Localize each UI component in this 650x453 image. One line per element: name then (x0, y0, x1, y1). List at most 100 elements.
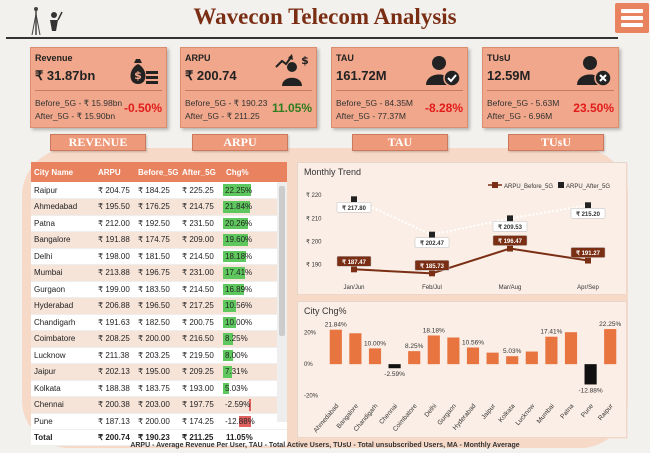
table-row[interactable]: Bangalore ₹ 191.88 ₹ 174.75 ₹ 209.00 19.60% (31, 231, 287, 249)
data-label-box (570, 247, 606, 258)
city-chg-chart: City Chg% 20% 0% -20% 21.84% Ahmedabad Bangal… (297, 301, 628, 439)
legend-marker-before (492, 182, 498, 188)
bar (525, 351, 538, 365)
column-header-before[interactable]: Before_5G (135, 162, 179, 182)
data-label-box (414, 260, 450, 271)
city-table: City Name ARPU Before_5G After_5G Chg% R… (31, 162, 287, 446)
bar (466, 347, 480, 365)
arpu-button[interactable]: ARPU (192, 134, 288, 151)
data-label: 5.03% (503, 348, 522, 355)
kpi-card-revenue: Revenue ₹ 31.87bn $ Before_5G - ₹ 15.98b… (30, 47, 167, 128)
bar (427, 335, 440, 365)
chg-value: 19.60% (225, 235, 253, 245)
chg-data-bar (223, 267, 245, 279)
tusu-button[interactable]: TUsU (508, 134, 604, 151)
table-scrollbar[interactable] (277, 182, 287, 422)
data-label-box (336, 202, 372, 213)
chg-data-bar (223, 349, 234, 361)
after-cell: ₹ 209.25 (179, 363, 223, 381)
data-label: 22.25% (599, 321, 621, 328)
table-row[interactable]: Delhi ₹ 198.00 ₹ 181.50 ₹ 214.50 18.18% (31, 248, 287, 265)
chg-data-bar (223, 316, 236, 328)
table-row[interactable]: Chennai ₹ 200.38 ₹ 203.00 ₹ 197.75 -2.59% (31, 396, 287, 414)
kpi-card-arpu: ARPU ₹ 200.74 $ Before_5G - ₹ 190.23 Aft… (180, 47, 317, 128)
arpu-cell: ₹ 212.00 (95, 215, 135, 232)
city-cell: Chennai (31, 396, 95, 414)
chg-value: 21.84% (225, 202, 253, 212)
table-row[interactable]: Hyderabad ₹ 206.88 ₹ 196.50 ₹ 217.25 10.56% (31, 297, 287, 315)
menu-icon[interactable] (615, 3, 649, 33)
chg-value: 16.89% (225, 284, 253, 294)
city-cell: Jaipur (31, 363, 95, 381)
city-cell: Gurgaon (31, 281, 95, 298)
before-cell: ₹ 174.75 (135, 231, 179, 249)
total-chg: 11.05% (223, 429, 287, 446)
before-cell: ₹ 184.25 (135, 182, 179, 199)
table-row[interactable]: Raipur ₹ 204.75 ₹ 184.25 ₹ 225.25 22.25% (31, 182, 287, 199)
chg-cell: 7.31% (223, 363, 287, 381)
kpi-after: After_5G - ₹ 15.90bn (35, 111, 116, 121)
table-row[interactable]: Lucknow ₹ 211.38 ₹ 203.25 ₹ 219.50 8.00% (31, 347, 287, 364)
data-label: ₹ 187.47 (342, 259, 366, 266)
data-label: 18.18% (423, 327, 445, 334)
user-remove-icon (577, 56, 612, 87)
tau-button[interactable]: TAU (352, 134, 448, 151)
kpi-after: After_5G - ₹ 211.25 (185, 111, 260, 121)
kpi-change: 11.05% (271, 101, 312, 115)
arpu-cell: ₹ 206.88 (95, 297, 135, 315)
data-point (507, 215, 513, 222)
chg-cell: 17.41% (223, 264, 287, 282)
kpi-change: -0.50% (123, 101, 162, 115)
table-row[interactable]: Patna ₹ 212.00 ₹ 192.50 ₹ 231.50 20.26% (31, 215, 287, 232)
column-header-arpu[interactable]: ARPU (95, 162, 135, 182)
legend-label-before: ARPU_Before_5G (504, 184, 553, 190)
table-row[interactable]: Kolkata ₹ 188.38 ₹ 183.75 ₹ 193.00 5.03% (31, 380, 287, 397)
table-row[interactable]: Chandigarh ₹ 191.63 ₹ 182.50 ₹ 200.75 10.00% (31, 314, 287, 331)
chg-value: 22.25% (225, 185, 253, 195)
chg-data-bar (223, 234, 248, 246)
data-label: ₹ 185.73 (420, 263, 444, 270)
data-label: -2.59% (384, 371, 405, 378)
x-tick-label: Apr/Sep (577, 285, 599, 291)
table-row[interactable]: Pune ₹ 187.13 ₹ 200.00 ₹ 174.25 -12.88% (31, 413, 287, 430)
bar (545, 336, 558, 365)
chg-cell: 5.03% (223, 380, 287, 397)
arpu-cell: ₹ 191.63 (95, 314, 135, 331)
table-row[interactable]: Mumbai ₹ 213.88 ₹ 196.75 ₹ 231.00 17.41% (31, 264, 287, 282)
before-cell: ₹ 182.50 (135, 314, 179, 331)
after-cell: ₹ 209.00 (179, 231, 223, 249)
city-cell: Hyderabad (31, 297, 95, 315)
table-total-row: Total ₹ 200.74 ₹ 190.23 ₹ 211.25 11.05% (31, 429, 287, 446)
kpi-change: 23.50% (573, 101, 614, 115)
table-row[interactable]: Jaipur ₹ 202.13 ₹ 195.00 ₹ 209.25 7.31% (31, 363, 287, 381)
kpi-value: ₹ 31.87bn (35, 68, 96, 83)
table-row[interactable]: Ahmedabad ₹ 195.50 ₹ 176.25 ₹ 214.75 21.84% (31, 198, 287, 216)
arpu-cell: ₹ 195.50 (95, 198, 135, 216)
data-point (585, 202, 591, 209)
data-label: 8.25% (405, 343, 424, 350)
before-cell: ₹ 195.00 (135, 363, 179, 381)
chg-value: -2.59% (225, 400, 251, 410)
revenue-button[interactable]: REVENUE (50, 134, 146, 151)
line-chart-svg: ₹ 220 ₹ 210 ₹ 200 ₹ 190 Jan/Jun Feb/Jul Mar/Au… (298, 163, 628, 296)
arpu-cell: ₹ 200.38 (95, 396, 135, 414)
data-point (351, 266, 357, 273)
column-header-after[interactable]: After_5G (179, 162, 223, 182)
bar (584, 364, 597, 385)
y-tick-label: ₹ 220 (306, 192, 322, 199)
svg-text:$: $ (301, 54, 309, 67)
table-row[interactable]: Coimbatore ₹ 208.25 ₹ 200.00 ₹ 216.50 8.25% (31, 330, 287, 348)
header-divider (6, 37, 618, 39)
data-label-box (414, 237, 450, 248)
series-line-after (353, 198, 589, 236)
table-row[interactable]: Gurgaon ₹ 199.00 ₹ 183.50 ₹ 214.50 16.89% (31, 281, 287, 298)
total-after: ₹ 211.25 (179, 429, 223, 446)
after-cell: ₹ 214.75 (179, 198, 223, 216)
city-cell: Coimbatore (31, 330, 95, 348)
bar-chart-svg: 20%0%-20%21.84%AhmedabadBangalore10.00%C… (298, 302, 628, 439)
data-label: ₹ 217.80 (342, 205, 366, 212)
bar (408, 351, 421, 365)
kpi-before: Before_5G - ₹ 15.98bn (35, 98, 123, 108)
column-header-city[interactable]: City Name (31, 162, 95, 182)
column-header-chg[interactable]: Chg% (223, 162, 287, 182)
